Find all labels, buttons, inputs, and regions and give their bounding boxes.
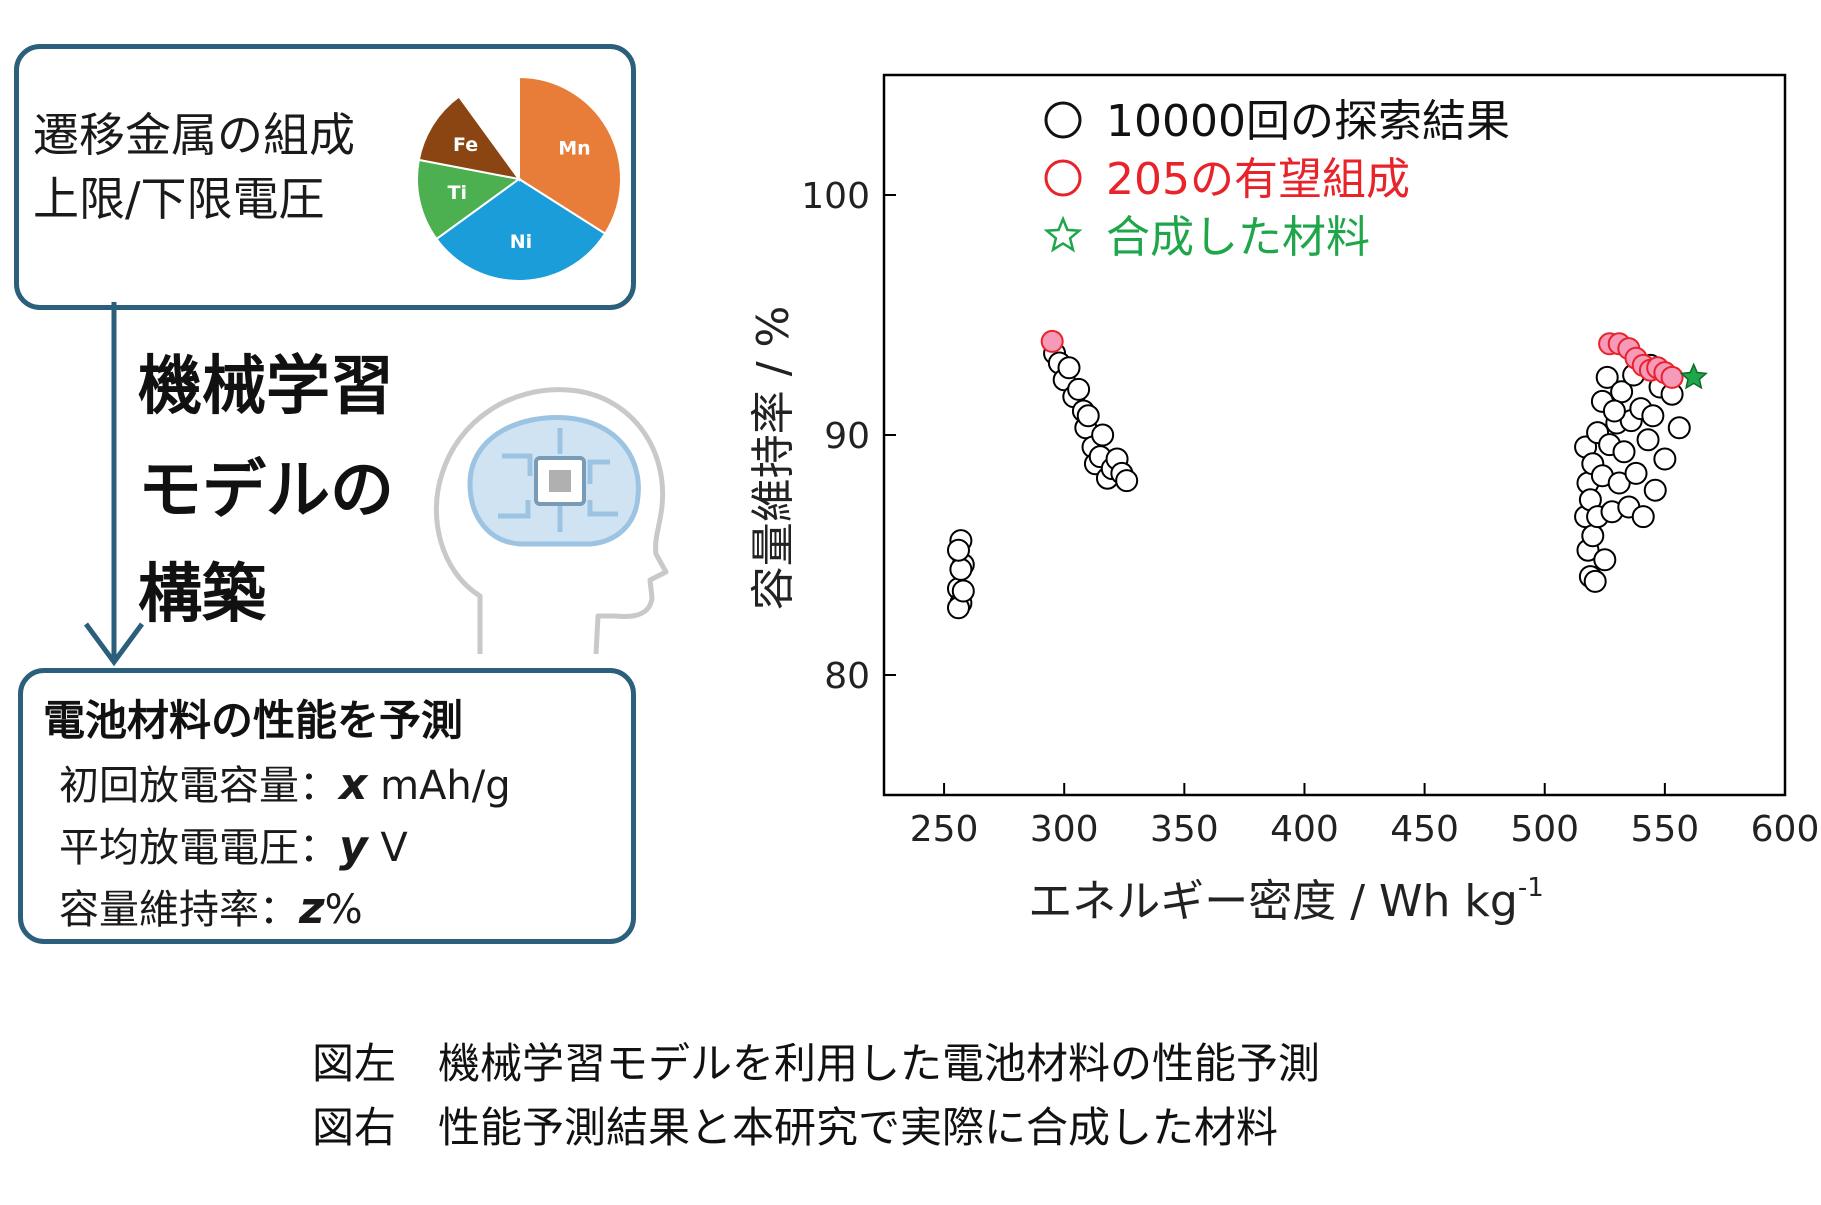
ai-brain-head-icon [433,387,669,655]
output-capacity-label: 初回放電容量： [59,763,339,809]
x-axis-label-sup: -1 [1518,873,1544,903]
pie-label-fe: Fe [453,134,478,156]
x-tick-label: 400 [1270,809,1339,850]
scatter-chart: 250 300 350 400 450 500 550 600 80 90 100 10000回の探… [748,73,1820,927]
composition-pie-chart: Mn Ni Ti Fe [416,75,622,282]
legend-search-results-marker [1044,101,1082,139]
pie-slice-ti [416,158,522,241]
search-result-point [1595,365,1619,389]
search-result-point [1624,461,1648,485]
search-result-point [1612,440,1636,464]
legend-synthesized-label: 合成した材料 [1106,212,1370,263]
legend-promising-marker [1044,159,1082,197]
promising-composition-point [1660,365,1684,389]
search-result-point [1631,505,1655,529]
pie-slice-fe [417,95,522,181]
pie-label-ni: Ni [510,231,532,253]
search-result-point [1581,524,1605,548]
output-voltage-var: y [339,821,368,872]
figure-caption: 図左 機械学習モデルを利用した電池材料の性能予測 図右 性能予測結果と本研究で実際… [312,1032,1320,1160]
output-title: 電池材料の性能を予測 [43,696,464,745]
model-building-text: 機械学習 モデルの 構築 [138,335,394,647]
search-result-point [1641,404,1665,428]
legend-synthesized-marker [1043,215,1083,253]
y-axis-label: 容量維持率 / % [748,306,799,611]
legend-promising-label: 205の有望組成 [1106,154,1410,205]
x-tick-label: 350 [1150,809,1219,850]
search-result-point [1636,428,1660,452]
input-voltage-label: 上限/下限電圧 [33,172,325,226]
x-tick-label: 500 [1510,809,1579,850]
search-result-point [1643,478,1667,502]
search-result-point [1593,548,1617,572]
output-voltage-unit: V [367,825,408,871]
x-tick-label: 600 [1751,809,1820,850]
output-voltage-label: 平均放電電圧： [59,825,339,871]
model-line-3: 構築 [138,558,266,632]
search-result-point [946,538,970,562]
model-line-2: モデルの [138,454,394,528]
pie-slice-blank [457,75,520,183]
x-axis-label: エネルギー密度 / Wh kg-1 [1028,873,1544,927]
output-box: 電池材料の性能を予測 初回放電容量：x mAh/g 平均放電電圧：y V 容量維… [18,668,636,944]
search-result-point [951,579,975,603]
search-result-point [949,557,973,581]
synthesized-material-point [1679,362,1708,390]
output-capacity-unit: mAh/g [367,763,511,809]
x-tick-label: 450 [1390,809,1459,850]
promising-composition-point [1040,329,1064,353]
search-result-point [1076,404,1100,428]
search-result-point [1067,377,1091,401]
search-result-point [1667,416,1691,440]
x-tick-label: 250 [910,809,979,850]
output-voltage: 平均放電電圧：y V [59,815,408,873]
search-result-point [1602,399,1626,423]
search-result-point [1057,356,1081,380]
pie-slice-ni [435,177,607,282]
model-line-1: 機械学習 [138,350,394,424]
y-tick-label: 90 [824,416,870,457]
output-retention-var: z [299,883,325,934]
pie-label-ti: Ti [448,182,467,204]
caption-line-1: 図左 機械学習モデルを利用した電池材料の性能予測 [312,1039,1321,1088]
x-tick-label: 550 [1631,809,1700,850]
y-tick-label: 100 [801,176,870,217]
output-capacity-var: x [339,759,368,810]
search-result-point [1653,447,1677,471]
input-composition-label: 遷移金属の組成 [33,108,355,162]
caption-line-2: 図右 性能予測結果と本研究で実際に合成した材料 [312,1103,1279,1152]
legend-search-results-label: 10000回の探索結果 [1106,96,1510,147]
output-capacity: 初回放電容量：x mAh/g [59,753,511,811]
x-tick-label: 300 [1030,809,1099,850]
pie-label-mn: Mn [558,138,590,160]
output-retention-unit: % [324,887,363,933]
flow-arrow [83,302,145,667]
output-retention: 容量維持率：z% [59,877,363,935]
search-result-point [1115,469,1139,493]
y-tick-label: 80 [824,656,870,697]
output-retention-label: 容量維持率： [59,887,299,933]
search-result-point [1583,569,1607,593]
search-result-point [1091,423,1115,447]
